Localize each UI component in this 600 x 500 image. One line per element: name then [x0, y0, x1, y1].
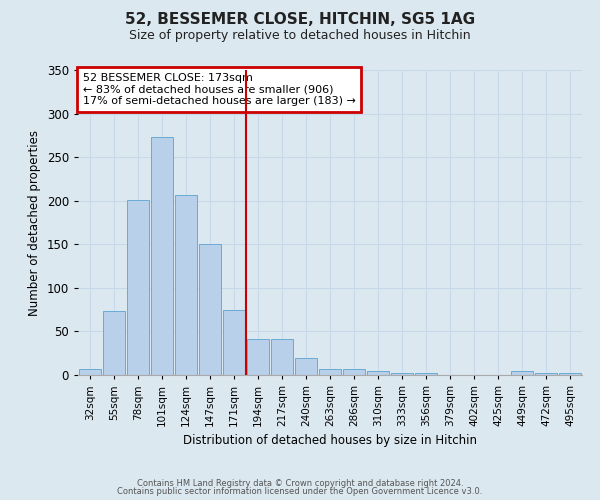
Bar: [319, 369, 341, 375]
Bar: [103, 312, 125, 375]
Text: Contains HM Land Registry data © Crown copyright and database right 2024.: Contains HM Land Registry data © Crown c…: [137, 478, 463, 488]
Bar: [223, 310, 245, 375]
Bar: [511, 370, 533, 375]
X-axis label: Distribution of detached houses by size in Hitchin: Distribution of detached houses by size …: [183, 434, 477, 448]
Bar: [391, 374, 413, 375]
Bar: [367, 370, 389, 375]
Bar: [199, 244, 221, 375]
Bar: [559, 374, 581, 375]
Text: 52 BESSEMER CLOSE: 173sqm
← 83% of detached houses are smaller (906)
17% of semi: 52 BESSEMER CLOSE: 173sqm ← 83% of detac…: [83, 73, 356, 106]
Text: Size of property relative to detached houses in Hitchin: Size of property relative to detached ho…: [129, 29, 471, 42]
Bar: [151, 137, 173, 375]
Bar: [295, 358, 317, 375]
Bar: [247, 340, 269, 375]
Bar: [79, 369, 101, 375]
Y-axis label: Number of detached properties: Number of detached properties: [28, 130, 41, 316]
Text: Contains public sector information licensed under the Open Government Licence v3: Contains public sector information licen…: [118, 487, 482, 496]
Bar: [415, 374, 437, 375]
Bar: [175, 196, 197, 375]
Bar: [535, 374, 557, 375]
Bar: [271, 340, 293, 375]
Text: 52, BESSEMER CLOSE, HITCHIN, SG5 1AG: 52, BESSEMER CLOSE, HITCHIN, SG5 1AG: [125, 12, 475, 28]
Bar: [343, 369, 365, 375]
Bar: [127, 200, 149, 375]
